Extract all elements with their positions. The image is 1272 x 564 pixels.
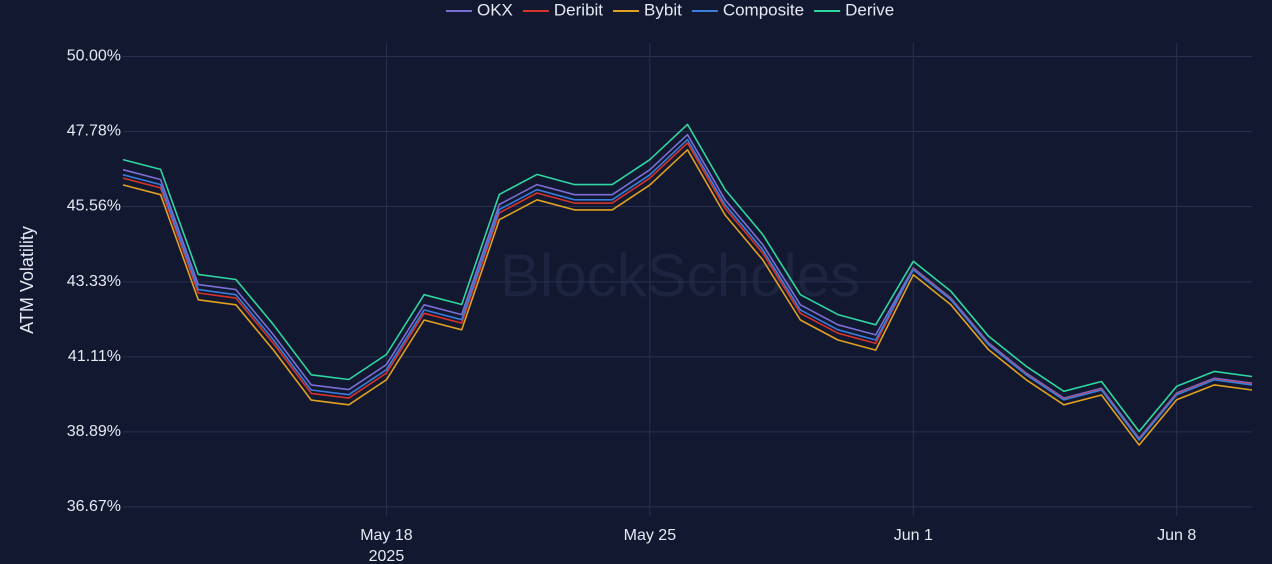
x-tick-label: May 18 — [360, 527, 413, 544]
y-tick-label: 50.00% — [67, 48, 121, 65]
y-tick-label: 36.67% — [67, 498, 121, 515]
series-line — [122, 123, 1253, 433]
x-tick-sublabel: 2025 — [369, 548, 405, 564]
watermark: BlockScholes — [500, 242, 860, 309]
legend-label: Derive — [845, 0, 894, 19]
y-tick-label: 41.11% — [68, 348, 121, 365]
series-line — [122, 149, 1253, 446]
legend-label: Bybit — [644, 0, 682, 19]
legend-label: Deribit — [554, 0, 603, 19]
y-tick-label: 38.89% — [67, 423, 121, 440]
legend-label: OKX — [477, 0, 513, 19]
y-axis-title: ATM Volatility — [17, 226, 37, 334]
x-tick-label: Jun 1 — [894, 527, 933, 544]
legend-label: Composite — [723, 0, 804, 19]
series-line — [122, 133, 1253, 440]
y-tick-label: 45.56% — [67, 198, 121, 215]
y-tick-label: 43.33% — [67, 273, 121, 290]
x-tick-label: Jun 8 — [1157, 527, 1196, 544]
x-tick-label: May 25 — [624, 527, 677, 544]
y-tick-label: 47.78% — [67, 123, 121, 140]
series-line — [122, 138, 1253, 441]
